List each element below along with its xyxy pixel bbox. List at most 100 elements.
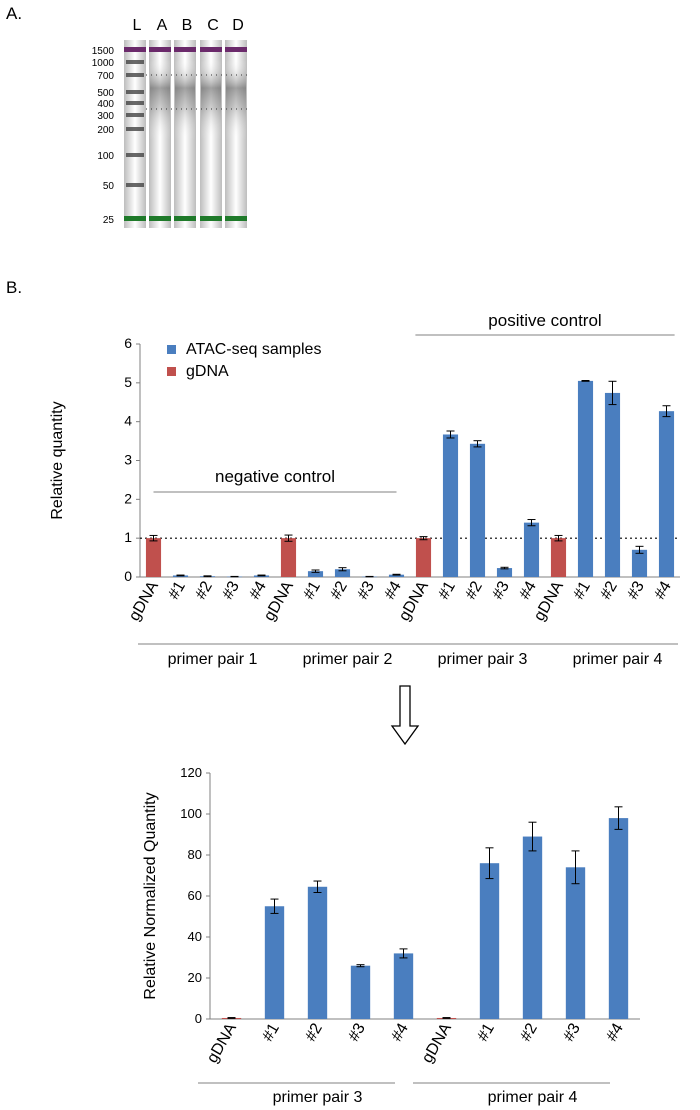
atac-bar <box>307 571 324 577</box>
category-label: #1 <box>165 578 189 602</box>
ladder-band <box>126 73 144 77</box>
y-tick-label: 40 <box>188 929 202 944</box>
atac-bar <box>253 575 270 577</box>
legend-label: gDNA <box>186 363 229 380</box>
y-tick-label: 6 <box>124 335 132 351</box>
category-label: gDNA <box>261 578 297 624</box>
sample-smear <box>226 60 246 140</box>
y-tick-label: 0 <box>195 1011 202 1026</box>
y-tick-label: 1 <box>124 529 132 545</box>
atac-bar <box>469 443 486 577</box>
y-tick-label: 4 <box>124 413 132 429</box>
y-tick-label: 120 <box>180 765 202 780</box>
atac-bar <box>496 568 513 577</box>
category-label: #4 <box>603 1020 627 1044</box>
gel-lane-label: B <box>182 17 193 34</box>
category-label: gDNA <box>126 578 162 624</box>
category-label: #1 <box>435 578 459 602</box>
category-label: #3 <box>560 1020 584 1044</box>
atac-bar <box>334 569 351 577</box>
ladder-band-label: 300 <box>97 111 114 122</box>
category-label: #4 <box>388 1020 412 1044</box>
gel-lane-label: L <box>133 17 142 34</box>
ladder-band <box>126 127 144 131</box>
y-tick-label: 20 <box>188 970 202 985</box>
ladder-band-label: 100 <box>97 151 114 162</box>
group-label: primer pair 3 <box>438 651 528 668</box>
legend-swatch <box>167 345 176 354</box>
ladder-band <box>126 183 144 187</box>
atac-bar <box>608 818 629 1019</box>
lower-marker-band <box>174 216 196 221</box>
gdna-bar <box>280 538 297 577</box>
panel-a-label: A. <box>6 4 23 23</box>
positive-control-label: positive control <box>488 311 601 330</box>
category-label: #3 <box>219 578 243 602</box>
category-label: gDNA <box>531 578 567 624</box>
category-label: #3 <box>354 578 378 602</box>
category-label: #2 <box>327 578 351 602</box>
group-label: primer pair 1 <box>168 651 258 668</box>
group-label: primer pair 3 <box>273 1089 363 1106</box>
ladder-band-label: 200 <box>97 125 114 136</box>
upper-marker-band <box>124 47 146 52</box>
category-label: #2 <box>517 1020 541 1044</box>
ladder-band-label: 50 <box>103 181 115 192</box>
category-label: gDNA <box>204 1020 240 1066</box>
category-label: #3 <box>345 1020 369 1044</box>
legend-label: ATAC-seq samples <box>186 341 321 358</box>
legend-swatch <box>167 367 176 376</box>
gdna-bar <box>436 1017 457 1019</box>
atac-bar <box>442 434 459 577</box>
ladder-band <box>126 60 144 64</box>
upper-marker-band <box>174 47 196 52</box>
gdna-bar <box>415 538 432 577</box>
sample-smear <box>150 60 170 140</box>
ladder-band-label: 25 <box>103 215 115 226</box>
lower-marker-band <box>149 216 171 221</box>
gdna-bar <box>221 1017 242 1019</box>
ladder-band <box>126 90 144 94</box>
upper-marker-band <box>225 47 247 52</box>
category-label: #3 <box>489 578 513 602</box>
y-tick-label: 5 <box>124 374 132 390</box>
lower-marker-band <box>124 216 146 221</box>
negative-control-label: negative control <box>215 467 335 486</box>
y-tick-label: 0 <box>124 568 132 584</box>
atac-bar <box>577 380 594 577</box>
ladder-band-label: 1000 <box>92 58 115 69</box>
atac-bar <box>523 522 540 577</box>
sample-smear <box>201 60 221 140</box>
category-label: #2 <box>302 1020 326 1044</box>
y-tick-label: 60 <box>188 888 202 903</box>
y-tick-label: 3 <box>124 452 132 468</box>
category-label: #1 <box>570 578 594 602</box>
category-label: gDNA <box>396 578 432 624</box>
group-label: primer pair 4 <box>488 1089 578 1106</box>
sample-smear <box>175 60 195 140</box>
lower-marker-band <box>225 216 247 221</box>
lower-marker-band <box>200 216 222 221</box>
atac-bar <box>522 836 543 1019</box>
atac-bar <box>631 549 648 577</box>
group-label: primer pair 4 <box>573 651 663 668</box>
ladder-band-label: 400 <box>97 99 114 110</box>
category-label: #1 <box>259 1020 283 1044</box>
atac-bar <box>604 392 621 577</box>
category-label: #4 <box>651 578 675 602</box>
category-label: #2 <box>462 578 486 602</box>
ladder-band <box>126 113 144 117</box>
atac-bar <box>226 576 243 578</box>
y-tick-label: 80 <box>188 847 202 862</box>
category-label: #1 <box>474 1020 498 1044</box>
atac-bar <box>479 863 500 1019</box>
category-label: #2 <box>597 578 621 602</box>
atac-bar <box>172 575 189 577</box>
ladder-band <box>126 153 144 157</box>
ladder-band-label: 700 <box>97 71 114 82</box>
gdna-bar <box>145 538 162 577</box>
upper-marker-band <box>149 47 171 52</box>
y-tick-label: 100 <box>180 806 202 821</box>
ladder-band-label: 1500 <box>92 46 115 57</box>
